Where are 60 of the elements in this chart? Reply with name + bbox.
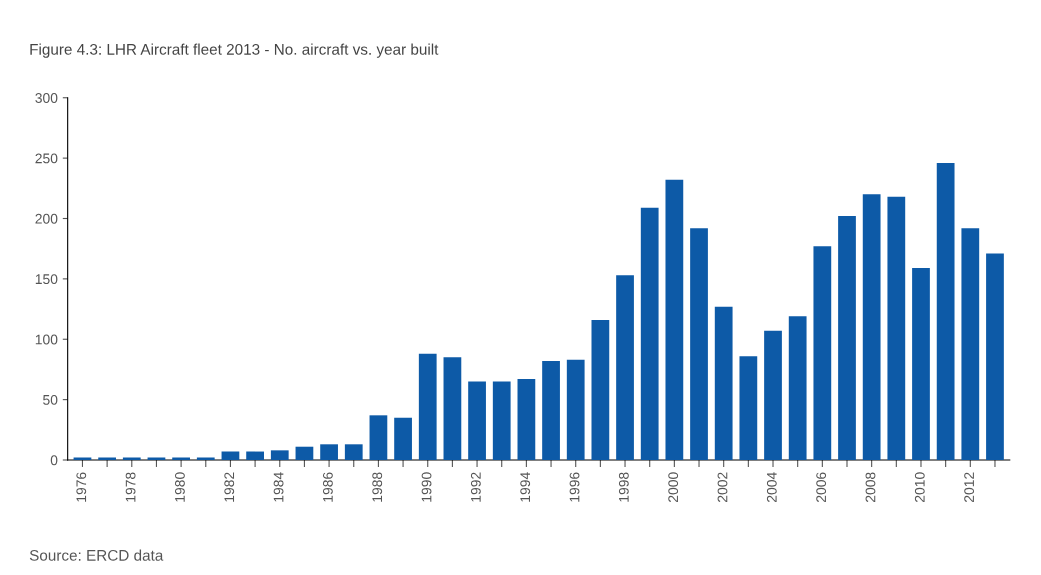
bar: [714, 306, 733, 460]
x-tick-label: 1984: [273, 472, 284, 502]
x-tick-label: 1998: [618, 472, 629, 502]
bar: [517, 379, 536, 460]
bar: [838, 216, 856, 460]
bar: [394, 417, 412, 460]
bar: [246, 451, 264, 460]
bar: [542, 360, 560, 460]
y-tick-label: 250: [35, 153, 58, 164]
bar: [862, 194, 881, 460]
x-tick-label: 2010: [914, 472, 925, 502]
bar: [887, 196, 906, 460]
chart-title: Figure 4.3: LHR Aircraft fleet 2013 - No. aircraft vs. year built: [30, 43, 439, 58]
bar: [443, 357, 462, 460]
x-tick-label: 1978: [125, 472, 136, 502]
bar: [690, 228, 708, 460]
y-tick-label: 200: [35, 213, 58, 224]
x-tick-label: 1996: [569, 472, 580, 502]
bar: [418, 353, 437, 460]
bar: [665, 179, 684, 460]
y-tick-label: 0: [50, 455, 58, 466]
bar: [369, 415, 388, 460]
x-tick-label: 2004: [766, 472, 777, 502]
source-note: Source: ERCD data: [29, 549, 164, 561]
x-tick-label: 2012: [964, 472, 975, 502]
x-tick-label: 1976: [76, 472, 87, 502]
bar: [221, 451, 240, 460]
x-tick-label: 1992: [470, 472, 481, 502]
x-tick-label: 1990: [421, 472, 432, 502]
y-tick-label: 50: [43, 394, 58, 405]
x-tick-label: 2000: [668, 472, 679, 502]
bar: [640, 207, 659, 460]
bar: [344, 444, 363, 460]
bar: [270, 450, 289, 460]
bar: [295, 446, 314, 460]
bar: [739, 356, 758, 460]
bar: [764, 330, 782, 460]
bar: [788, 316, 807, 460]
x-tick-label: 2006: [816, 472, 827, 502]
bar: [492, 381, 511, 460]
bar: [986, 253, 1004, 460]
y-tick-label: 300: [35, 93, 58, 103]
x-tick-label: 1986: [322, 472, 333, 502]
bar: [566, 359, 585, 460]
x-tick-label: 1994: [520, 472, 531, 502]
bar: [468, 381, 486, 460]
bar: [813, 246, 832, 460]
bar: [320, 444, 338, 460]
x-tick-label: 2008: [865, 472, 876, 502]
y-tick-label: 100: [35, 334, 58, 345]
x-tick-label: 1982: [224, 472, 235, 502]
bar: [616, 275, 634, 460]
y-tick-label: 150: [35, 274, 58, 285]
x-tick-label: 1980: [175, 472, 185, 502]
bar: [591, 319, 610, 460]
bar: [936, 162, 955, 460]
x-tick-label: 1988: [372, 472, 383, 502]
bar: [961, 228, 980, 460]
x-tick-label: 2002: [717, 472, 728, 502]
bar: [912, 268, 930, 460]
